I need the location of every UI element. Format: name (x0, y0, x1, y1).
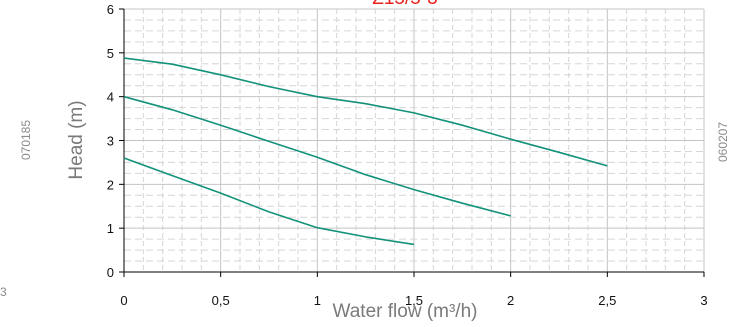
series-line-3 (123, 157, 415, 246)
y-tick-label: 0 (107, 265, 114, 280)
tick-labels: 0 0,5 1 1,5 2 2,5 3 0 1 2 3 4 5 6 (107, 2, 708, 308)
series-line-1 (123, 57, 608, 167)
grid (123, 8, 705, 273)
x-tick-label: 2 (507, 293, 514, 308)
x-tick-label: 3 (700, 293, 707, 308)
x-tick-label: 0,5 (212, 293, 230, 308)
axes (119, 8, 705, 277)
y-axis-title: Head (m) (66, 100, 87, 179)
right-side-code: 060207 (716, 122, 730, 162)
y-tick-label: 1 (107, 221, 114, 236)
y-tick-label: 2 (107, 177, 114, 192)
y-tick-label: 3 (107, 134, 114, 149)
x-axis-title: Water flow (m³/h) (333, 301, 478, 322)
chart-title: Z15/5-3 (372, 0, 437, 9)
left-side-code: 070185 (19, 120, 33, 160)
corner-code: 3 (0, 285, 7, 299)
series-group (123, 57, 608, 246)
x-tick-label: 1,5 (405, 293, 423, 308)
series-line-2 (123, 95, 511, 217)
x-tick-label: 1 (314, 293, 321, 308)
y-tick-label: 6 (107, 2, 114, 17)
x-tick-label: 0 (120, 293, 127, 308)
y-tick-label: 4 (107, 90, 114, 105)
y-tick-label: 5 (107, 46, 114, 61)
x-tick-label: 2,5 (598, 293, 616, 308)
